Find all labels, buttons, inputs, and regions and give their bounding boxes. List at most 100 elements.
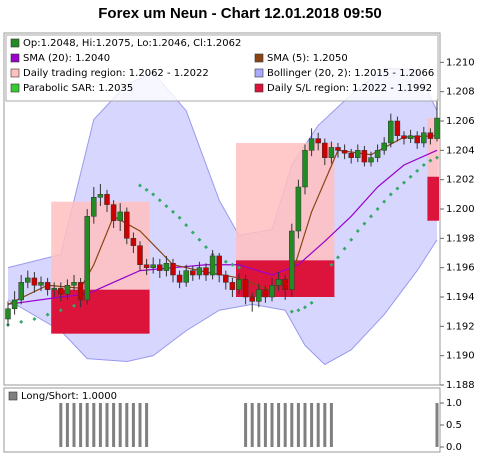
sar-point xyxy=(184,223,189,228)
long-short-bar xyxy=(125,403,129,447)
y-tick-label: 0.0 xyxy=(446,442,462,453)
y-tick-label: 0.5 xyxy=(446,420,462,431)
candle-body xyxy=(394,120,401,136)
candle-body xyxy=(368,157,374,163)
sar-point xyxy=(309,300,314,305)
candle-body xyxy=(11,299,18,309)
candle-body xyxy=(110,204,117,221)
sar-point xyxy=(289,309,294,314)
sar-point xyxy=(355,229,360,233)
candle-body xyxy=(249,296,255,302)
y-tick-label: 1.188 xyxy=(446,380,475,391)
candle-body xyxy=(137,245,143,265)
long-short-bar xyxy=(131,403,135,447)
legend-swatch xyxy=(10,53,20,63)
candle-body xyxy=(401,135,407,139)
sar-point xyxy=(362,221,367,226)
candle-body xyxy=(203,267,209,276)
long-short-bar xyxy=(92,403,96,447)
sar-point xyxy=(435,155,439,160)
candle-body xyxy=(150,264,156,268)
sar-point xyxy=(336,255,340,260)
candle-body xyxy=(275,279,282,286)
sar-point xyxy=(303,305,307,310)
sar-point xyxy=(388,192,393,197)
candle-body xyxy=(31,277,38,286)
legend-swatch xyxy=(254,68,264,78)
long-short-bar xyxy=(118,403,122,447)
sar-point xyxy=(45,312,50,317)
candle-body xyxy=(328,147,335,158)
sar-point xyxy=(72,303,76,308)
candle-body xyxy=(18,282,24,301)
candle-body xyxy=(242,279,249,298)
candle-body xyxy=(322,142,328,158)
sar-point xyxy=(197,237,202,242)
sar-point xyxy=(415,168,420,173)
candle-body xyxy=(223,274,229,283)
candle-body xyxy=(348,153,354,158)
sar-point xyxy=(177,215,182,220)
sar-point xyxy=(369,214,373,219)
sar-point xyxy=(58,308,63,313)
legend-label: Parabolic SAR: 1.2035 xyxy=(23,83,133,94)
sar-point xyxy=(151,192,156,197)
legend-label: Daily trading region: 1.2062 - 1.2022 xyxy=(23,68,209,79)
candle-body xyxy=(374,150,381,158)
long-short-bar xyxy=(310,403,314,447)
sar-point xyxy=(421,163,426,167)
sar-point xyxy=(190,230,195,235)
candle-body xyxy=(71,282,77,286)
sar-point xyxy=(237,265,241,270)
y-tick-label: 1.196 xyxy=(446,263,475,274)
candle-body xyxy=(170,263,176,276)
candle-body xyxy=(58,287,64,295)
candle-body xyxy=(209,255,216,276)
candle-body xyxy=(256,289,262,302)
legend-label: Bollinger (20, 2): 1.2015 - 1.2066 xyxy=(267,68,434,79)
legend-swatch xyxy=(10,68,20,78)
candle-body xyxy=(381,142,387,151)
long-short-bar xyxy=(112,403,116,447)
sar-point xyxy=(329,262,334,267)
legend-swatch xyxy=(10,83,20,93)
candle-body xyxy=(414,135,420,144)
sub-plot-area xyxy=(3,387,441,453)
y-tick-label: 1.192 xyxy=(446,321,475,332)
candle-body xyxy=(183,270,189,283)
candle-body xyxy=(269,285,275,298)
candle-body xyxy=(91,197,97,217)
long-short-bar xyxy=(98,403,102,447)
candle-body xyxy=(143,264,150,268)
y-tick-label: 1.210 xyxy=(446,57,475,68)
candle-body xyxy=(302,150,308,188)
candle-body xyxy=(84,216,90,301)
candle-body xyxy=(388,120,394,144)
candle-body xyxy=(124,211,130,239)
long-short-bar xyxy=(250,403,254,447)
long-short-bar xyxy=(303,403,307,447)
candle-body xyxy=(315,138,321,144)
long-short-bar xyxy=(79,403,83,447)
sma-20-line xyxy=(7,149,438,305)
long-short-bar xyxy=(257,403,261,447)
legend-label: Daily S/L region: 1.2022 - 1.1992 xyxy=(267,83,432,94)
candle-body xyxy=(229,282,236,290)
y-tick-label: 1.208 xyxy=(446,87,475,98)
long-short-bar xyxy=(283,403,287,447)
sar-point xyxy=(138,183,142,188)
candle-body xyxy=(64,285,71,295)
sar-point xyxy=(402,180,406,185)
sar-point xyxy=(32,317,37,321)
legend-box xyxy=(5,34,439,102)
long-short-bar xyxy=(277,403,281,447)
candle-body xyxy=(190,270,196,276)
legend-label: SMA (5): 1.2050 xyxy=(267,53,348,64)
candle-body xyxy=(25,277,31,283)
sl-region xyxy=(427,176,439,221)
y-tick-label: 1.202 xyxy=(446,175,475,186)
y-tick-label: 1.206 xyxy=(446,116,475,127)
candle-body xyxy=(130,238,137,246)
candle-body xyxy=(176,274,183,283)
legend-label: Op:1.2048, Hi:1.2075, Lo:1.2046, Cl:1.20… xyxy=(23,38,241,49)
